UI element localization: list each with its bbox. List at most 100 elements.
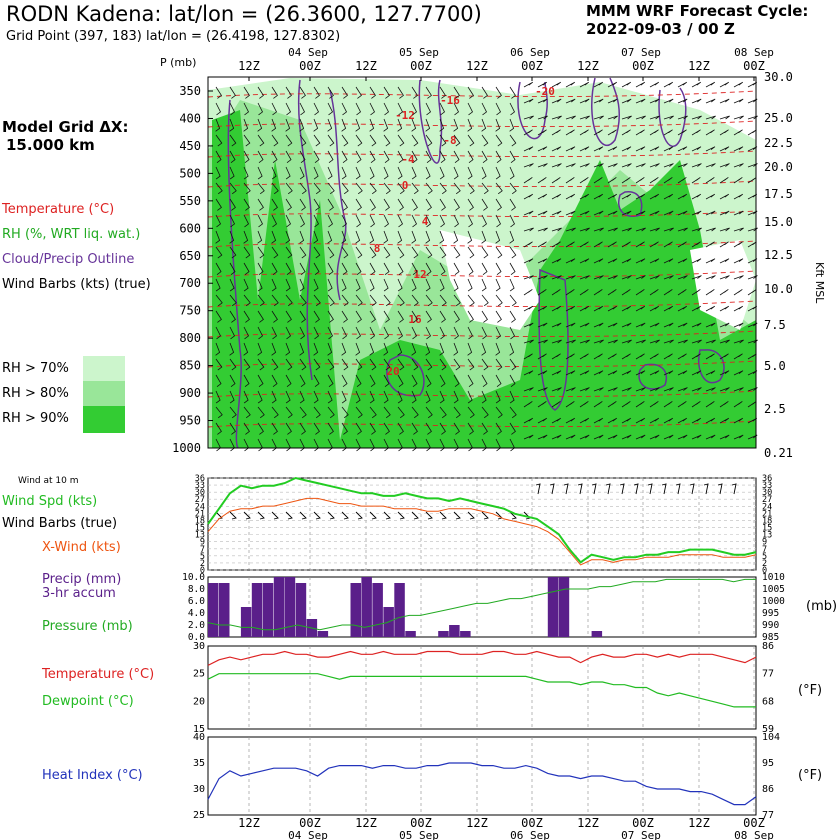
wind-barb [397,358,405,371]
wind-barb [313,150,320,164]
wind-barb [243,326,250,340]
top-date-label: 06 Sep [510,46,550,59]
wind-barb [355,262,362,276]
wind-barb [705,339,716,344]
wind-barb [299,230,305,244]
wind-barb [733,163,744,168]
wind-barb [579,387,590,392]
wind-barb [509,294,517,307]
temp-c-tick: 25 [193,669,205,680]
wind-barb [593,210,604,216]
wind-barb [691,339,702,344]
wind-barb-10m [633,483,639,495]
legend-wind-barbs-10m: Wind Barbs (true) [2,516,118,531]
legend-rh70: RH > 70% [2,361,69,376]
wind-barb [537,289,547,296]
wind-barb [467,86,474,99]
wind-barb [705,163,716,168]
wind-barb [649,227,660,232]
wind-barb [663,81,674,88]
wind-barb [439,278,445,292]
pressure-tick-label: 800 [179,331,201,345]
wind-barb [481,166,487,180]
pressure-tick-right: 1005 [762,584,785,595]
wind-barb [481,278,487,292]
wind-barb [411,262,418,276]
wind-barb [537,387,548,392]
wind-barb [341,118,347,132]
wind-barb [733,115,744,120]
wind-barb [341,214,348,228]
wind-barb [579,370,590,376]
temp-f-tick: 68 [762,696,774,707]
wind-barb [733,241,743,248]
bottom-hour-label: 12Z [466,816,488,830]
wind-barb [593,81,604,88]
pressure-tick-label: 1000 [172,441,201,455]
wind-barb [649,289,659,296]
wind-barb [411,406,419,419]
wind-tick-left: 21 [195,509,205,519]
wind-barb [565,98,576,104]
wind-barb-10m [481,511,489,520]
wind-barb [677,146,688,152]
wind-barb [523,193,534,200]
precip-bar [208,583,219,637]
wind-barb [691,417,702,424]
wind-barb [285,214,292,228]
precip-bar [394,583,405,637]
wind-barb [677,115,688,120]
wind-barb [285,166,291,180]
wind-barb [523,339,534,344]
temperature-label: 16 [408,313,422,326]
wind-barb [551,417,562,424]
wind-barb [565,177,575,184]
wind-barb [383,374,390,388]
wind-barb [215,150,222,164]
wind-barb [215,390,221,404]
wind-barb [481,406,489,419]
wind-barb-10m [229,511,237,520]
wind-barb [215,134,223,147]
wind-barb [243,390,249,404]
wind-barb [229,342,235,356]
wind-barb [663,370,674,376]
wind-barb [621,434,632,440]
wind-tick-left: 33 [195,481,205,491]
wind-barb [383,278,389,292]
wind-barb [677,305,688,312]
wind-barb [243,358,251,371]
wind-barb-10m [467,511,475,520]
wind-barb [593,370,604,376]
wind-barb [649,370,660,376]
wind-barb-10m [619,483,625,495]
precip-bar [438,631,449,637]
wind-barb [705,353,715,360]
wind-barb [397,198,404,211]
wind-barb [495,86,502,99]
wind-barb [299,326,306,340]
wind-barb [425,326,432,340]
wind-barb [355,182,363,195]
wind-barb-10m [577,483,583,495]
wind-barb [285,342,291,356]
wind-barb [509,182,517,195]
cloud-outline [329,89,347,301]
wind-barb [495,326,502,340]
wind-barb [565,210,576,216]
wind-tick-left: 27 [195,495,205,505]
pressure-unit: (mb) [806,599,838,614]
wind-barb [523,370,534,376]
wind-barb [243,310,250,323]
wind-barb [257,214,264,228]
wind-barb [635,258,646,264]
legend-precip: Precip (mm) [42,572,122,587]
top-hour-label: 00Z [410,59,432,73]
wind-barb [299,118,305,132]
wind-tick-right: 2 [762,559,767,569]
wind-barb [509,214,516,228]
wind-barb [425,358,433,371]
wind-barb [369,214,376,228]
wind-barb [593,305,604,312]
wind-barb [397,406,405,419]
